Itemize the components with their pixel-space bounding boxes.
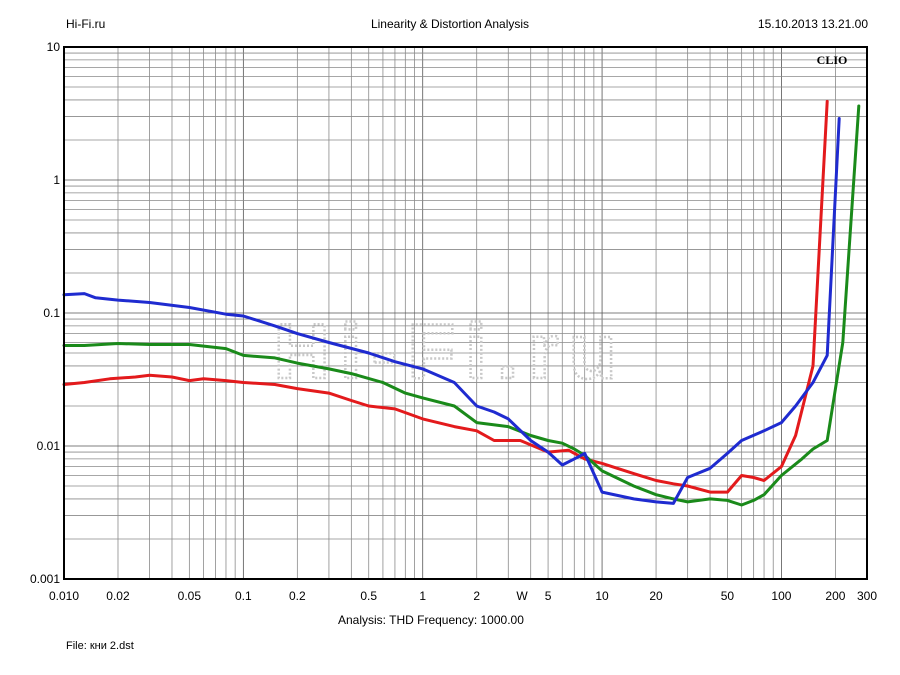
watermark: Hi-Fi.ru <box>274 307 627 395</box>
series-line-2 <box>62 104 861 507</box>
x-tick-label: 100 <box>771 589 791 603</box>
x-tick-labels: 0.010 0.02 0.05 0.1 0.2 0.5 1 2 5 10 20 50 100 200 300 <box>49 589 877 603</box>
series-line-3 <box>62 117 841 505</box>
x-tick-label: 2 <box>473 589 480 603</box>
x-tick-label: 20 <box>649 589 663 603</box>
plot-frame <box>63 46 868 580</box>
y-tick-label: 1 <box>53 173 60 187</box>
y-tick-labels: 10 1 0.1 0.01 0.001 <box>30 40 60 586</box>
clio-annotation: CLIO <box>817 53 848 67</box>
x-tick-label: 300 <box>857 589 877 603</box>
x-tick-label: 10 <box>595 589 609 603</box>
x-tick-label: 0.1 <box>235 589 252 603</box>
x-tick-label: 0.2 <box>289 589 306 603</box>
y-tick-label: 10 <box>47 40 61 54</box>
x-tick-label: 1 <box>419 589 426 603</box>
brand-label: Hi-Fi.ru <box>66 17 106 31</box>
x-tick-label: 200 <box>825 589 845 603</box>
x-tick-label: 0.010 <box>49 589 79 603</box>
x-axis-unit-label: W <box>516 589 528 603</box>
chart-title: Linearity & Distortion Analysis <box>370 17 530 31</box>
analysis-info: Analysis: THD Frequency: 1000.00 <box>338 613 524 627</box>
y-tick-label: 0.1 <box>43 306 60 320</box>
x-tick-label: 0.5 <box>360 589 377 603</box>
x-tick-label: 50 <box>721 589 735 603</box>
x-tick-label: 0.05 <box>178 589 202 603</box>
y-tick-label: 0.001 <box>30 572 60 586</box>
y-tick-label: 0.01 <box>37 439 61 453</box>
x-tick-label: 0.02 <box>106 589 130 603</box>
series-layer <box>62 99 861 507</box>
x-tick-label: 5 <box>545 589 552 603</box>
series-line-1 <box>62 99 829 494</box>
file-info: File: кни 2.dst <box>66 640 134 652</box>
timestamp: 15.10.2013 13.21.00 <box>757 17 868 31</box>
